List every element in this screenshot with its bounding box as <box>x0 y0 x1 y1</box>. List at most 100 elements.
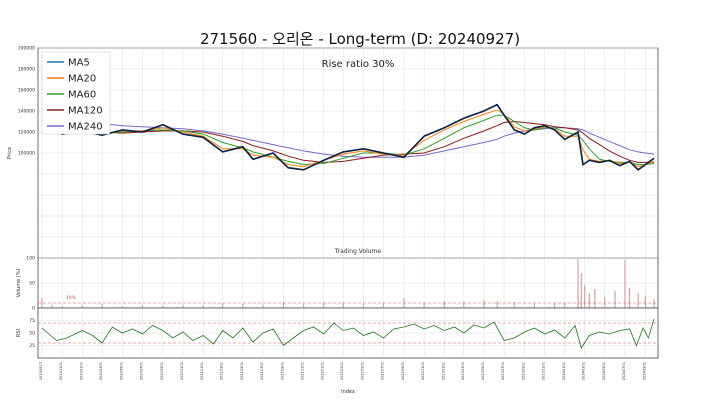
x-tick-label: 20191101 <box>59 362 63 380</box>
y-tick-label: 75 <box>29 318 35 324</box>
y-tick-label: 50 <box>29 331 35 337</box>
price-series-lines <box>41 103 655 171</box>
volume-panel: 0 50 100 Trading Volume 10% Volume (%) <box>16 248 659 312</box>
x-tick-label: 20201101 <box>180 362 184 380</box>
x-tick-label: 20220101 <box>321 362 325 380</box>
volume-bar <box>533 303 536 308</box>
volume-bar <box>262 304 264 308</box>
series-line-ma240 <box>41 115 655 158</box>
price-line <box>41 103 655 171</box>
x-tick-label: 20210901 <box>280 362 284 380</box>
x-tick-label: 20190927 <box>39 362 43 380</box>
volume-bar <box>463 302 465 308</box>
volume-bar <box>496 301 498 308</box>
legend-label-ma120: MA120 <box>68 106 103 117</box>
y-tick-label: 180000 <box>18 67 35 73</box>
volume-bar <box>222 303 224 308</box>
volume-bar <box>423 303 425 308</box>
rise-ratio-annotation: Rise ratio 30% <box>322 59 395 70</box>
x-tick-label: 20240101 <box>562 362 566 380</box>
volume-bar <box>323 303 325 308</box>
x-tick-label: 20220901 <box>401 362 405 380</box>
series-line-ma20 <box>41 109 655 168</box>
x-tick-label: 20240701 <box>622 362 626 380</box>
volume-bar <box>614 290 616 308</box>
x-tick-label: 20230901 <box>522 362 526 380</box>
x-tick-label: 20220301 <box>340 362 344 380</box>
x-tick-label: 20210101 <box>200 362 204 380</box>
volume-bar <box>624 259 626 308</box>
volume-bar <box>513 302 515 308</box>
volume-bar <box>553 302 556 308</box>
y-tick-label: 200000 <box>18 46 35 52</box>
volume-bar <box>282 302 285 308</box>
rsi-panel: 25 50 75 RSI <box>16 307 659 359</box>
volume-bar <box>580 273 582 308</box>
volume-bar <box>162 305 164 308</box>
y-tick-label: 100000 <box>18 151 35 157</box>
x-tick-label: 20210501 <box>240 362 244 380</box>
chart-title: 271560 - 오리온 - Long-term (D: 20240927) <box>200 30 520 48</box>
x-tick-label: 20230101 <box>441 362 445 380</box>
x-tick-label: 20240901 <box>642 362 646 380</box>
y-tick-label: 0 <box>32 306 35 312</box>
y-tick-label: 50 <box>29 281 35 287</box>
volume-bar <box>637 293 639 308</box>
volume-bar <box>382 302 385 308</box>
volume-bar <box>588 293 590 308</box>
x-tick-label: 20220501 <box>360 362 364 380</box>
price-axis-label: Price <box>7 147 13 159</box>
volume-y-ticks: 0 50 100 <box>26 256 35 312</box>
volume-bar <box>121 306 123 308</box>
x-axis-label: Index <box>341 389 355 395</box>
x-tick-label: 20200301 <box>99 362 103 380</box>
volume-bar <box>41 298 43 308</box>
volume-bar <box>564 303 566 308</box>
rsi-series-line <box>41 318 655 349</box>
volume-bar <box>101 304 103 308</box>
x-tick-label: 20200901 <box>160 362 164 380</box>
legend-label-ma60: MA60 <box>68 90 96 101</box>
price-y-ticks: 100000 120000 140000 160000 180000 200000 <box>18 46 35 157</box>
x-tick-label: 20230301 <box>461 362 465 380</box>
rsi-y-ticks: 25 50 75 <box>29 318 35 349</box>
x-tick-label: 20230701 <box>501 362 505 380</box>
volume-bar <box>81 305 83 308</box>
series-line-ma60 <box>41 114 655 166</box>
volume-bar <box>584 285 586 308</box>
x-tick-label: 20211101 <box>301 362 305 380</box>
volume-bars <box>41 259 655 308</box>
rsi-axis-label: RSI <box>16 329 22 337</box>
legend-box <box>41 51 111 135</box>
volume-bar <box>604 297 606 308</box>
volume-bar <box>302 303 305 308</box>
price-panel: 100000 120000 140000 160000 180000 200000 Pri… <box>7 46 659 259</box>
volume-bar <box>362 303 364 308</box>
y-tick-label: 120000 <box>18 130 35 136</box>
x-tick-label: 20210301 <box>220 362 224 380</box>
volume-bar <box>61 306 63 308</box>
volume-bar <box>141 305 144 308</box>
x-tick-label: 20210701 <box>260 362 264 380</box>
legend: MA5 MA20 MA60 MA120 MA240 <box>41 51 111 135</box>
x-tick-label: 20240501 <box>602 362 606 380</box>
volume-bar <box>653 299 655 308</box>
y-tick-label: 140000 <box>18 109 35 115</box>
volume-title: Trading Volume <box>334 248 382 255</box>
volume-bar <box>51 305 53 308</box>
y-tick-label: 100 <box>26 256 35 262</box>
legend-label-ma20: MA20 <box>68 74 96 85</box>
volume-bar <box>202 305 204 308</box>
x-tick-label: 20221101 <box>421 362 425 380</box>
x-tick-label: 20200101 <box>79 362 83 380</box>
x-tick-label: 20200501 <box>119 362 123 380</box>
y-tick-label: 160000 <box>18 88 35 94</box>
legend-label-ma240: MA240 <box>68 122 103 133</box>
x-tick-label: 20230501 <box>481 362 485 380</box>
volume-bar <box>628 288 631 308</box>
volume-bar <box>443 301 445 308</box>
x-tick-label: 20231101 <box>542 362 546 380</box>
volume-bar <box>483 300 485 308</box>
